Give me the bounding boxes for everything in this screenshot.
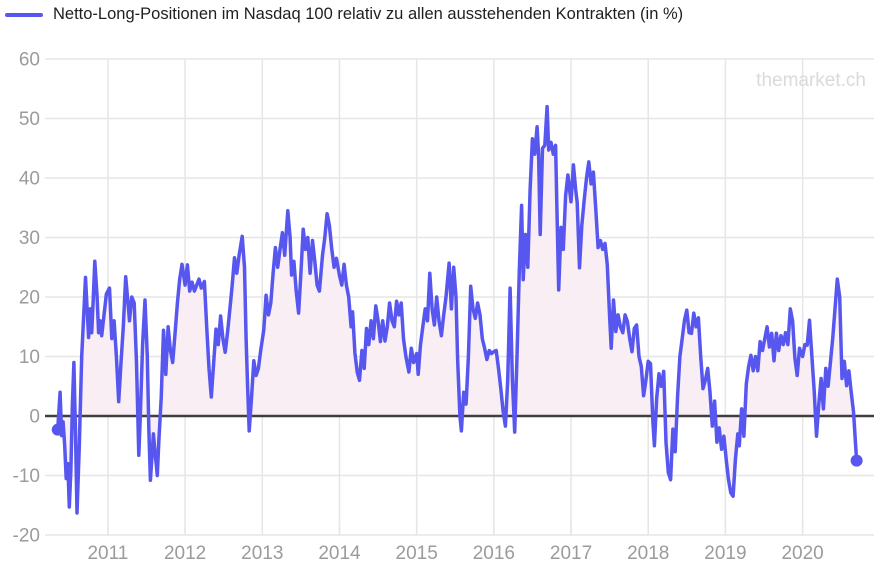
x-axis-label: 2015 [396,543,438,564]
x-axis-label: 2016 [473,543,515,564]
x-axis-label: 2011 [87,543,128,564]
y-axis-label: 50 [19,109,40,130]
legend-item[interactable]: Netto-Long-Positionen im Nasdaq 100 rela… [5,5,683,24]
y-axis-label: 20 [19,288,40,309]
x-axis-label: 2017 [550,543,592,564]
y-axis-label: 10 [19,347,40,368]
x-axis-label: 2014 [318,543,361,564]
series-end-marker [51,423,64,436]
series-end-marker [850,454,863,467]
x-axis-label: 2020 [781,543,823,564]
series-line[interactable] [55,104,859,515]
x-axis-label: 2013 [241,543,283,564]
watermark: themarket.ch [756,70,866,91]
x-axis-label: 2018 [627,543,669,564]
gridlines [45,58,874,536]
legend-line-swatch [5,12,43,17]
axis-labels: -20 -10 0 10 20 30 40 50 60 2011 2012 2013 2014 2015 2… [13,50,824,565]
y-axis-label: 40 [19,169,40,190]
x-axis-label: 2012 [164,543,206,564]
y-axis-label: -20 [13,526,40,547]
x-axis-label: 2019 [704,543,746,564]
chart-title: Netto-Long-Positionen im Nasdaq 100 rela… [53,5,684,23]
y-axis-label: 60 [19,50,40,71]
y-axis-label: -10 [13,466,40,487]
y-axis-label: 0 [29,407,40,428]
y-axis-label: 30 [19,228,40,249]
